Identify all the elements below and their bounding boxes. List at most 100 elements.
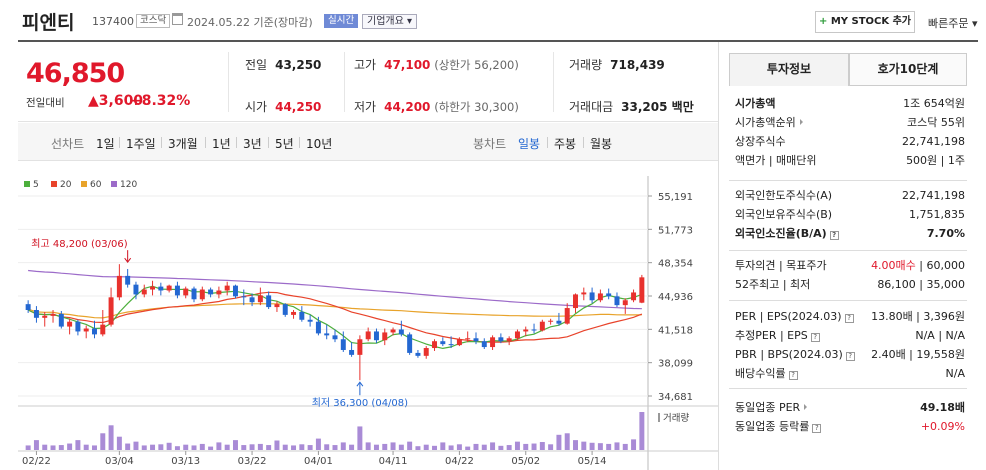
trade-amount: 거래대금 33,205 백만: [569, 100, 694, 114]
info-label: 액면가 | 매매단위: [735, 154, 817, 167]
info-value: N/A: [945, 367, 965, 380]
calendar-icon: [172, 13, 183, 25]
volume-bar: [357, 426, 363, 450]
candle-body: [25, 304, 31, 311]
tab-3m[interactable]: 3개월: [168, 137, 198, 151]
arrow-right-icon[interactable]: [804, 404, 808, 410]
info-value: 86,100 | 35,000: [877, 278, 965, 291]
candle-body: [141, 289, 147, 295]
info-label: 52주최고 | 최저: [735, 278, 811, 291]
tab-1y[interactable]: 1년: [212, 137, 231, 151]
x-tick-label: 03/13: [171, 456, 200, 467]
candle-body: [324, 333, 330, 336]
plus-icon: +: [818, 16, 828, 27]
candle-chart-label: 봉차트: [473, 137, 507, 151]
high-annotation: 최고 48,200 (03/06): [31, 238, 127, 250]
volume-bar: [606, 443, 612, 450]
y-tick-label: 38,099: [658, 359, 693, 370]
volume-bar: [581, 441, 587, 450]
info-label: 외국인한도주식수(A): [735, 189, 833, 202]
realtime-badge[interactable]: 실시간: [324, 14, 359, 28]
candle-body: [573, 294, 578, 309]
volume-bar: [564, 433, 570, 450]
help-icon[interactable]: ?: [810, 333, 820, 342]
candle-body: [548, 320, 554, 322]
price-chart[interactable]: 55,191 51,773 48,354 44,936 41,518 38,099 34,6…: [18, 176, 718, 470]
info-value: 13.80배 | 3,396원: [871, 310, 965, 323]
change-label: 전일대비: [26, 97, 65, 109]
tab-5y[interactable]: 5년: [275, 137, 294, 151]
add-mystock-button[interactable]: + MY STOCK 추가: [815, 11, 915, 33]
tab-daily[interactable]: 일봉: [518, 137, 541, 151]
info-row: 외국인소진율(B/A)? 7.70%: [735, 225, 965, 242]
volume-bar: [67, 443, 73, 450]
candle-body: [150, 286, 156, 290]
info-label: 투자의견 | 목표주가: [735, 259, 827, 272]
candle-body: [407, 334, 413, 353]
candle-body: [299, 311, 305, 320]
help-icon[interactable]: ?: [844, 314, 854, 323]
candle-body: [340, 339, 346, 350]
candle-body: [100, 324, 106, 335]
volume-label: 거래량: [663, 412, 689, 424]
trade-volume: 거래량 718,439: [569, 58, 665, 72]
volume-bar: [266, 445, 272, 450]
candle-body: [597, 293, 603, 301]
help-icon[interactable]: ?: [829, 231, 839, 240]
stock-code: 137400: [92, 15, 134, 28]
candle-body: [498, 337, 504, 342]
candle-body: [291, 311, 297, 315]
stock-name: 피엔티: [22, 12, 75, 34]
help-icon[interactable]: ?: [845, 352, 855, 361]
candle-body: [266, 295, 272, 308]
volume-bar: [349, 444, 355, 450]
candle-body: [183, 288, 189, 296]
volume-bar: [548, 444, 554, 450]
tab-10y[interactable]: 10년: [306, 137, 333, 151]
tab-1w[interactable]: 1주일: [126, 137, 156, 151]
tab-monthly[interactable]: 월봉: [590, 137, 613, 151]
tab-weekly[interactable]: 주봉: [554, 137, 577, 151]
volume-bar: [125, 443, 131, 450]
arrow-right-icon[interactable]: [799, 119, 803, 125]
volume-bar: [490, 442, 496, 450]
volume-bar: [639, 412, 645, 450]
legend-swatch: [111, 181, 117, 187]
tab-orderbook[interactable]: 호가10단계: [849, 53, 967, 86]
candle-body: [282, 304, 288, 315]
volume-bar: [523, 443, 529, 450]
candle-body: [448, 344, 454, 346]
tab-3y[interactable]: 3년: [243, 137, 262, 151]
volume-bar: [150, 444, 156, 450]
volume-bar: [315, 438, 321, 450]
info-row: 동일업종 PER 49.18배: [735, 399, 965, 416]
quick-order-dropdown[interactable]: 빠른주문 ▾: [928, 17, 978, 30]
volume-bar: [274, 440, 280, 450]
candle-body: [365, 331, 371, 340]
tab-1d[interactable]: 1일: [96, 137, 115, 151]
volume-bar: [191, 445, 197, 450]
candle-body: [349, 349, 355, 355]
volume-bar: [158, 444, 164, 450]
investment-info-panel: 투자정보 호가10단계 시가총액 1조 654억원 시가총액순위 코스닥 55위 상장주…: [718, 42, 978, 470]
candle-body: [257, 295, 263, 303]
candle-body: [315, 321, 321, 334]
candle-body: [514, 331, 520, 339]
volume-bar: [133, 441, 139, 450]
change-value: ▲3,600: [88, 93, 144, 109]
candle-body: [357, 339, 363, 355]
tab-investment-info[interactable]: 투자정보: [729, 53, 849, 86]
help-icon[interactable]: ?: [788, 371, 798, 380]
x-tick-label: 04/01: [304, 456, 333, 467]
volume-bar: [291, 445, 297, 450]
candle-body: [631, 292, 637, 301]
info-row: 액면가 | 매매단위 500원 | 1주: [735, 152, 965, 169]
company-info-dropdown[interactable]: 기업개요 ▾: [362, 14, 417, 29]
stock-header: 피엔티 137400 코스닥 2024.05.22 기준(장마감) 실시간 기업…: [0, 0, 986, 40]
volume-bar: [33, 440, 39, 450]
volume-bar: [506, 445, 512, 450]
candle-body: [622, 300, 628, 306]
help-icon[interactable]: ?: [812, 424, 822, 433]
info-label: 배당수익률?: [735, 365, 798, 382]
candle-body: [332, 335, 338, 340]
